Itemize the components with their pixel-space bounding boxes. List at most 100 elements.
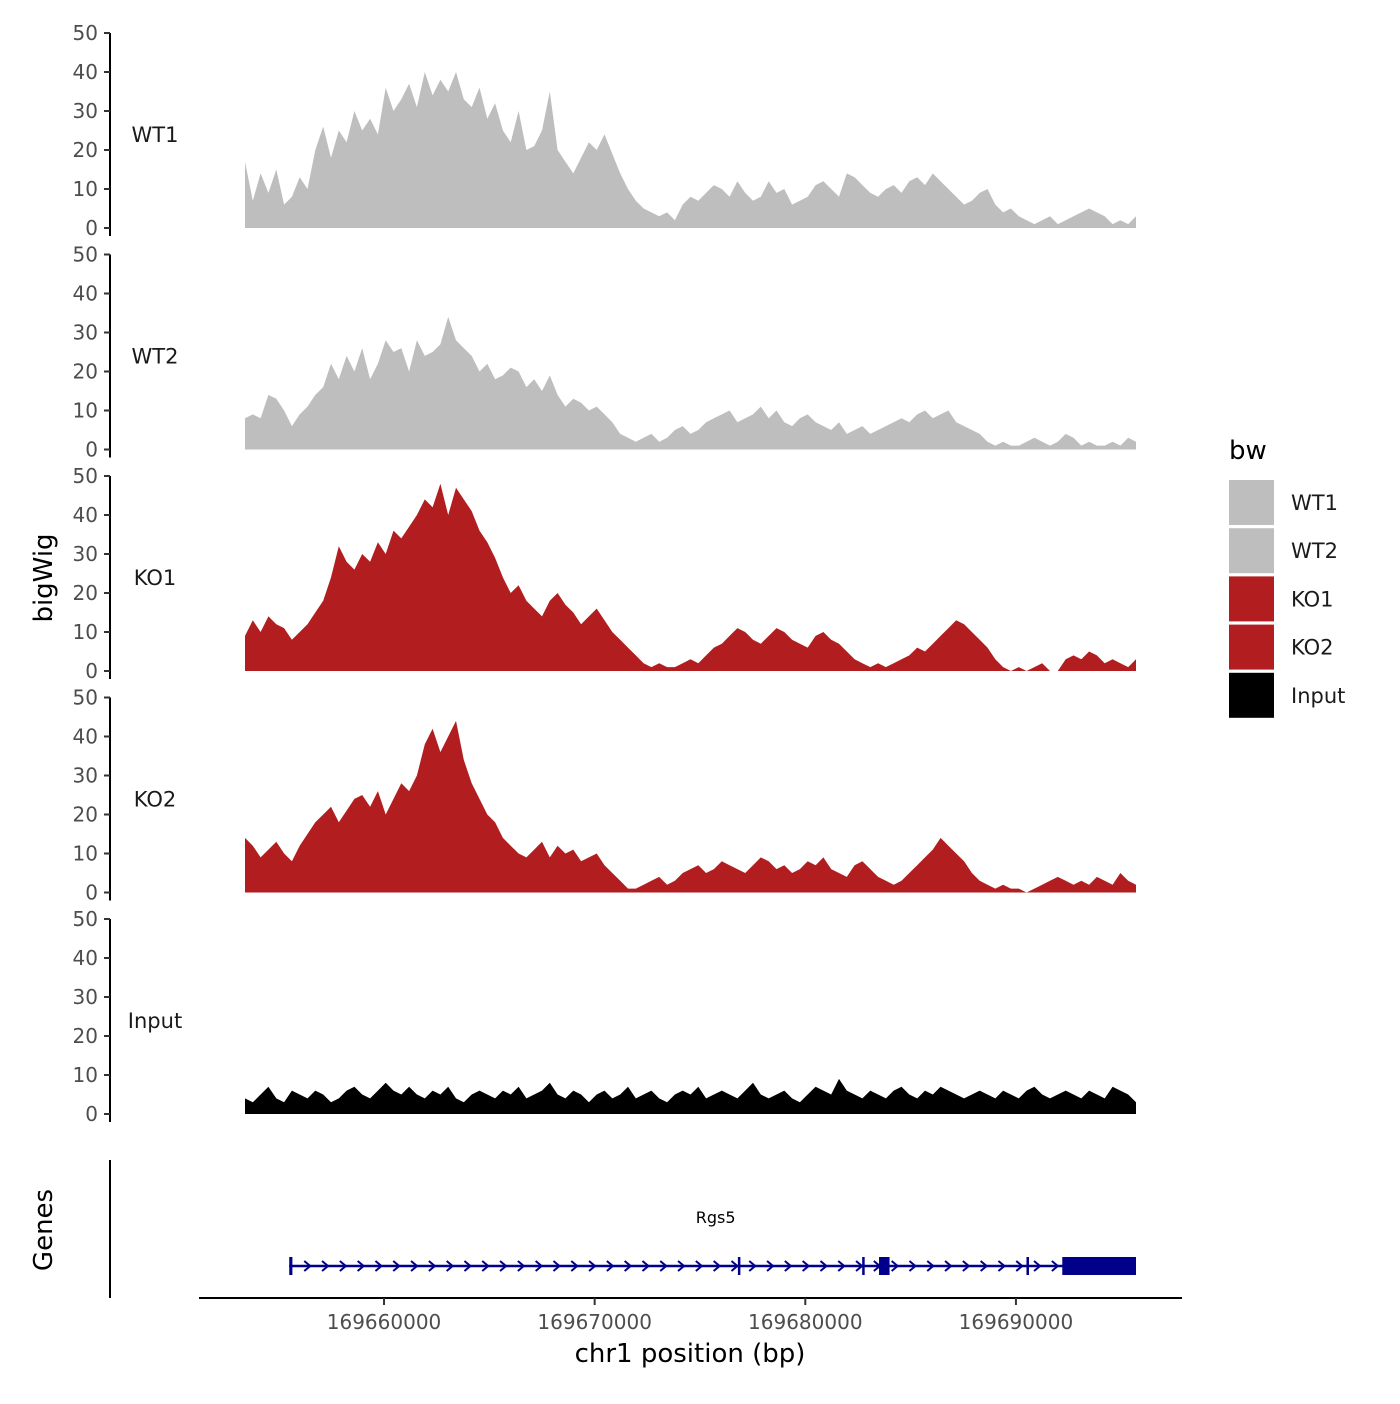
signal-area-input [245,1078,1136,1114]
strand-arrow [570,1260,579,1272]
y-tick-label: 20 [73,1024,98,1048]
y-tick-label: 10 [73,842,98,866]
strand-arrow [534,1260,544,1272]
strand-arrow [392,1260,401,1272]
strand-arrow [445,1260,455,1272]
track-label: Input [128,1009,182,1033]
strand-arrow [819,1260,828,1272]
track-input: 0 10 20 30 40 50 Input [73,907,1136,1126]
y-tick-label: 20 [73,360,98,384]
legend-title: bw [1229,436,1267,466]
strand-arrow [712,1260,722,1272]
strand-arrow [837,1260,846,1272]
strand-arrow [606,1260,615,1272]
strand-arrow [374,1260,383,1272]
legend-swatch-input [1229,672,1274,718]
y-tick-label: 40 [73,946,98,970]
y-tick-label: 40 [73,503,98,527]
signal-area-wt1 [245,72,1136,228]
strand-arrow [463,1260,472,1272]
strand-arrow [944,1260,953,1272]
strand-arrow [1015,1260,1024,1272]
y-tick-label: 30 [73,321,98,345]
y-tick-label: 10 [73,177,98,201]
y-tick-label: 0 [85,438,98,462]
track-ko1: 0 10 20 30 40 50 KO1 [73,464,1136,683]
strand-arrow [623,1260,633,1272]
strand-arrow [979,1260,989,1272]
gene-exon [289,1257,293,1275]
legend-label-wt1: WT1 [1291,491,1338,515]
x-tick-label: 169680000 [748,1310,863,1334]
gene-exon [862,1257,865,1275]
strand-arrow [997,1260,1006,1272]
strand-arrow [481,1260,490,1272]
signal-area-ko1 [245,483,1136,671]
y-tick-label: 40 [73,725,98,749]
gene-exon [1026,1257,1029,1275]
strand-arrow [428,1260,437,1272]
legend-swatch-ko1 [1229,576,1274,622]
y-tick-label: 30 [73,764,98,788]
track-label: WT2 [132,345,179,369]
y-tick-label: 20 [73,581,98,605]
x-tick-label: 169690000 [959,1310,1074,1334]
strand-arrow [641,1260,650,1272]
y-tick-label: 10 [73,620,98,644]
track-label: KO1 [134,566,177,590]
legend-swatch-wt2 [1229,528,1274,574]
genes-panel: Rgs5 [109,1160,1136,1298]
strand-arrow [1033,1260,1042,1272]
y-tick-label: 20 [73,803,98,827]
y-tick-label: 20 [73,138,98,162]
track-ko2: 0 10 20 30 40 50 KO2 [73,686,1136,905]
strand-arrow [695,1260,704,1272]
track-label: KO2 [134,788,177,812]
gene-exon [879,1257,890,1275]
legend: bw WT1 WT2 KO1 KO2 Input [1229,436,1345,718]
y-tick-label: 10 [73,399,98,423]
y-tick-label: 40 [73,60,98,84]
legend-label-ko1: KO1 [1291,587,1334,611]
y-tick-label: 50 [73,464,98,488]
y-tick-label: 50 [73,686,98,710]
strand-arrow [748,1260,757,1272]
strand-arrow [339,1260,348,1272]
y-tick-label: 50 [73,243,98,267]
track-label: WT1 [132,123,179,147]
strand-arrow [321,1260,330,1272]
legend-label-input: Input [1291,684,1345,708]
y-tick-label: 30 [73,985,98,1009]
y-axis-title: bigWig [29,533,59,622]
legend-label-wt2: WT2 [1291,539,1338,563]
strand-arrow [962,1260,971,1272]
strand-arrow [855,1260,864,1272]
strand-arrow [552,1260,561,1272]
y-tick-label: 0 [85,881,98,905]
legend-swatch-ko2 [1229,624,1274,670]
signal-area-ko2 [245,720,1136,893]
strand-arrow [926,1260,935,1272]
gene-label: Rgs5 [696,1208,736,1227]
gene-rgs5: Rgs5 [289,1208,1136,1275]
track-wt1: 0 10 20 30 40 50 WT1 [73,21,1136,240]
genes-axis-title: Genes [29,1189,59,1271]
y-tick-label: 0 [85,1102,98,1126]
strand-arrow [677,1260,686,1272]
strand-arrow [730,1260,739,1272]
signal-area-wt2 [245,316,1136,450]
gene-exon [737,1257,741,1275]
signal-tracks: 0 10 20 30 40 50 WT1 0 10 20 30 40 50 WT2 0 10 20 30 40 50 K… [73,21,1136,1126]
y-tick-label: 0 [85,659,98,683]
strand-arrow [766,1260,775,1272]
strand-arrow [1051,1260,1060,1272]
legend-label-ko2: KO2 [1291,636,1334,660]
x-tick-label: 169660000 [327,1310,442,1334]
x-axis: 169660000 169670000 169680000 169690000 [199,1297,1182,1334]
y-tick-label: 10 [73,1063,98,1087]
y-tick-label: 30 [73,542,98,566]
strand-arrow [356,1260,366,1272]
y-tick-label: 50 [73,907,98,931]
